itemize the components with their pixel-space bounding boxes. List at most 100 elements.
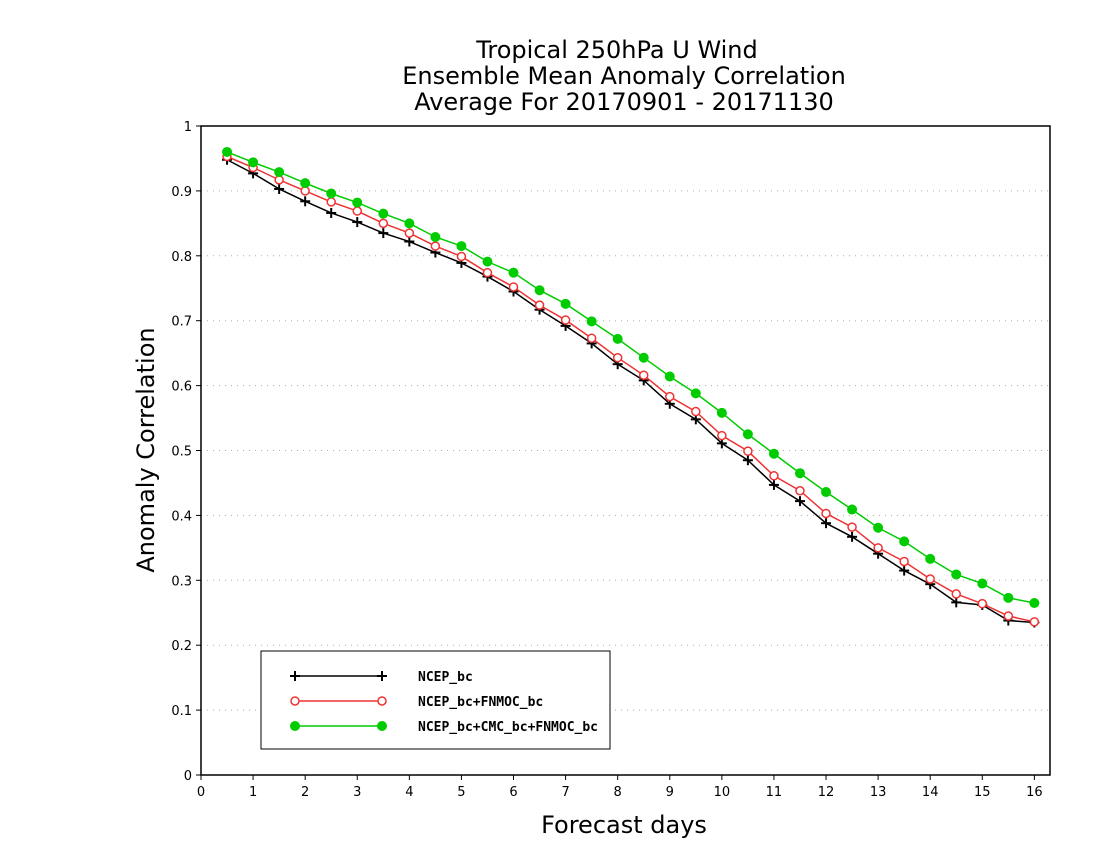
data-point — [691, 406, 701, 417]
legend-marker — [377, 721, 387, 731]
data-point — [326, 207, 337, 218]
data-point — [873, 543, 883, 553]
x-tick-label: 16 — [1026, 785, 1043, 800]
data-point — [404, 228, 415, 238]
x-tick-label: 4 — [405, 785, 413, 800]
x-tick-label: 6 — [509, 785, 517, 800]
legend-box — [260, 650, 611, 750]
data-point — [1029, 617, 1040, 627]
data-point — [873, 522, 884, 533]
data-point — [716, 407, 727, 418]
legend-marker — [290, 721, 300, 731]
x-axis-title: Forecast days — [541, 811, 707, 839]
data-point — [821, 518, 832, 529]
data-point — [768, 448, 779, 459]
y-tick-label: 0.9 — [171, 185, 192, 200]
title-line-1: Tropical 250hPa U Wind — [475, 36, 758, 64]
data-point — [638, 370, 649, 380]
legend-marker — [377, 696, 387, 706]
data-point — [456, 251, 467, 262]
legend: NCEP_bc NCEP_bc+FNMOC_bc NCEP_bc+CMC_bc+FN… — [260, 650, 611, 750]
data-point — [326, 197, 336, 207]
y-tick-label: 0.2 — [171, 639, 192, 654]
data-point — [612, 352, 623, 363]
series-layer — [222, 146, 1040, 628]
y-tick-label: 0.7 — [171, 315, 192, 330]
legend-marker — [290, 671, 300, 681]
data-point — [586, 333, 597, 343]
y-axis: 0 0.1 0.2 0.3 0.4 0.5 0.6 0.7 0.8 0.9 1 — [171, 120, 192, 784]
data-point — [560, 315, 571, 325]
legend-entries: NCEP_bc NCEP_bc+FNMOC_bc NCEP_bc+CMC_bc+FN… — [290, 670, 598, 735]
data-point — [534, 285, 545, 296]
data-point — [378, 218, 389, 229]
legend-label: NCEP_bc+FNMOC_bc — [418, 695, 543, 710]
grid — [201, 190, 1050, 711]
x-tick-label: 10 — [714, 785, 731, 800]
data-point — [847, 504, 858, 515]
data-point — [664, 371, 675, 382]
y-tick-label: 1 — [184, 120, 192, 135]
y-tick-label: 0.5 — [171, 445, 192, 460]
x-tick-label: 11 — [766, 785, 783, 800]
x-tick-label: 8 — [614, 785, 622, 800]
data-point — [300, 196, 311, 207]
data-point — [430, 231, 441, 242]
data-point — [430, 241, 441, 251]
data-point — [795, 485, 805, 496]
data-point — [612, 333, 623, 344]
x-tick-label: 1 — [249, 785, 257, 800]
x-tick-label: 2 — [301, 785, 309, 800]
data-point — [768, 479, 779, 490]
x-axis: 0 1 2 3 4 5 6 7 8 9 10 11 12 13 14 15 16 — [197, 785, 1043, 800]
series-line — [226, 155, 1035, 623]
x-tick-label: 13 — [870, 785, 887, 800]
data-point — [769, 471, 779, 481]
x-tick-label: 14 — [922, 785, 939, 800]
legend-entry: NCEP_bc+FNMOC_bc — [290, 695, 543, 710]
data-point — [326, 188, 337, 199]
legend-label: NCEP_bc — [418, 670, 473, 685]
data-point — [951, 589, 961, 599]
data-point — [248, 157, 259, 168]
data-point — [1003, 592, 1014, 603]
x-tick-label: 15 — [974, 785, 991, 800]
legend-marker — [377, 671, 387, 681]
data-point — [742, 455, 753, 466]
legend-marker — [290, 696, 300, 706]
data-point — [899, 556, 909, 567]
data-point — [560, 298, 571, 309]
data-point — [742, 429, 753, 440]
data-point — [352, 197, 363, 208]
y-tick-label: 0.3 — [171, 574, 192, 589]
x-tick-label: 7 — [561, 785, 569, 800]
data-point — [925, 574, 935, 584]
x-tick-label: 9 — [666, 785, 674, 800]
legend-label: NCEP_bc+CMC_bc+FNMOC_bc — [418, 720, 598, 735]
x-tick-label: 12 — [818, 785, 835, 800]
y-tick-label: 0.6 — [171, 380, 192, 395]
y-tick-label: 0.1 — [171, 704, 192, 719]
legend-entry: NCEP_bc — [290, 670, 473, 685]
data-point — [586, 316, 597, 327]
data-point — [300, 178, 311, 189]
axis-ticks — [196, 125, 1035, 780]
title-line-3: Average For 20170901 - 20171130 — [414, 88, 834, 116]
data-point — [274, 167, 285, 178]
data-point — [508, 267, 519, 278]
data-point — [534, 300, 545, 310]
data-point — [378, 228, 389, 239]
data-point — [951, 597, 962, 608]
series-line — [226, 159, 1035, 624]
data-point — [977, 578, 988, 589]
series-2 — [222, 151, 1040, 627]
data-point — [352, 217, 363, 228]
data-point — [794, 496, 805, 507]
data-point — [1003, 611, 1014, 621]
x-tick-label: 0 — [197, 785, 205, 800]
data-point — [847, 531, 858, 542]
data-point — [404, 218, 415, 229]
data-point — [456, 241, 467, 252]
chart-title: Tropical 250hPa U Wind Ensemble Mean Ano… — [402, 36, 846, 116]
data-point — [274, 183, 285, 194]
